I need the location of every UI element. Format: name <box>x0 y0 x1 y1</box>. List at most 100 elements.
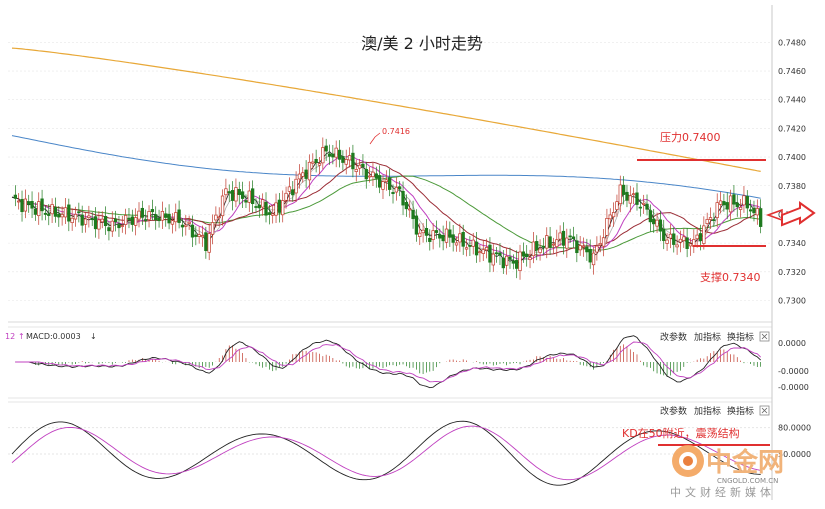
candle-body <box>367 175 372 178</box>
candle-body <box>508 256 512 260</box>
candle-body <box>240 191 245 199</box>
kd-edit-params-button[interactable]: 改参数 <box>660 405 687 417</box>
candle-body <box>541 245 546 248</box>
candle-body <box>100 218 104 223</box>
candle-body <box>357 164 362 169</box>
candle-body <box>498 252 502 256</box>
candle-body <box>521 251 526 257</box>
candle-body <box>321 147 325 164</box>
ma-lines <box>11 47 762 265</box>
candle-body <box>434 230 439 233</box>
candle-body <box>414 215 419 235</box>
candle-body <box>444 228 449 243</box>
candle-body <box>230 190 235 201</box>
candle-body <box>257 204 261 209</box>
candle-body <box>160 210 165 221</box>
candle-body <box>190 224 195 238</box>
candle-body <box>615 201 619 210</box>
candle-body <box>748 209 753 212</box>
candle-body <box>678 238 683 243</box>
y-tick-label: 0.7480 <box>778 38 806 47</box>
direction-arrow-icon <box>781 201 816 227</box>
candle-body <box>327 153 332 157</box>
candle-body <box>60 214 64 218</box>
candle-body <box>347 155 352 161</box>
candle-body <box>515 260 519 269</box>
watermark-slogan: 中文财经新媒体 <box>670 485 775 499</box>
candle-body <box>294 178 298 194</box>
candle-body <box>164 213 168 218</box>
macd-close-icon[interactable] <box>759 331 770 342</box>
candle-body <box>742 195 746 206</box>
candle-body <box>47 213 51 216</box>
candle-body <box>200 235 205 238</box>
candle-body <box>314 158 318 164</box>
candle-body <box>638 206 642 209</box>
candle-body <box>501 257 505 269</box>
y-tick-label: 0.7400 <box>778 153 806 162</box>
candle-body <box>504 255 509 266</box>
candle-body <box>571 236 576 239</box>
candle-body <box>464 247 469 250</box>
candle-body <box>408 208 412 211</box>
candle-body <box>337 149 342 160</box>
candle-body <box>715 202 719 218</box>
candle-body <box>23 198 28 212</box>
candle-body <box>621 184 626 195</box>
candle-body <box>428 237 432 242</box>
candle-body <box>237 188 241 195</box>
resistance-label: 压力0.7400 <box>660 131 721 144</box>
candle-body <box>738 206 743 210</box>
candle-body <box>291 189 295 196</box>
candle-body <box>297 173 302 180</box>
macd-edit-params-button[interactable]: 改参数 <box>660 331 687 343</box>
candle-body <box>30 201 34 209</box>
macd-line <box>15 335 762 389</box>
candle-body <box>311 161 315 164</box>
candle-body <box>331 153 335 158</box>
candle-body <box>648 210 653 223</box>
candle-body <box>441 235 445 242</box>
macd-add-indicator-button[interactable]: 加指标 <box>694 331 721 343</box>
candle-body <box>698 233 703 242</box>
kd-add-indicator-button[interactable]: 加指标 <box>694 405 721 417</box>
candle-body <box>601 237 606 247</box>
candle-body <box>538 248 542 253</box>
candle-body <box>220 195 225 217</box>
candle-body <box>411 209 415 220</box>
candle-body <box>605 218 609 236</box>
candle-body <box>20 198 24 213</box>
candle-body <box>438 234 442 239</box>
candle-body <box>73 213 78 220</box>
candle-body <box>354 169 358 172</box>
candle-body <box>180 224 185 228</box>
candle-body <box>147 211 151 221</box>
candle-body <box>187 221 191 224</box>
candle-body <box>759 208 763 227</box>
small-arrow-icon <box>765 208 783 222</box>
candle-body <box>565 237 569 249</box>
candle-body <box>454 242 459 246</box>
candle-body <box>545 235 549 249</box>
candle-body <box>652 218 656 225</box>
candles <box>13 137 763 280</box>
candle-body <box>83 218 88 225</box>
macd-signal-line <box>15 341 762 383</box>
candle-body <box>421 229 425 234</box>
candle-body <box>608 214 612 220</box>
candle-body <box>344 159 348 165</box>
candle-body <box>588 249 592 263</box>
candle-body <box>113 218 118 223</box>
candle-body <box>745 195 749 209</box>
candle-body <box>578 245 582 251</box>
candle-body <box>267 212 272 215</box>
candle-body <box>481 249 485 254</box>
kd-switch-indicator-button[interactable]: 换指标 <box>727 405 754 417</box>
levels <box>369 132 766 247</box>
candle-body <box>204 232 208 251</box>
kd-close-icon[interactable] <box>759 405 770 416</box>
candle-body <box>525 253 529 258</box>
macd-switch-indicator-button[interactable]: 换指标 <box>727 331 754 343</box>
candle-body <box>531 241 536 257</box>
